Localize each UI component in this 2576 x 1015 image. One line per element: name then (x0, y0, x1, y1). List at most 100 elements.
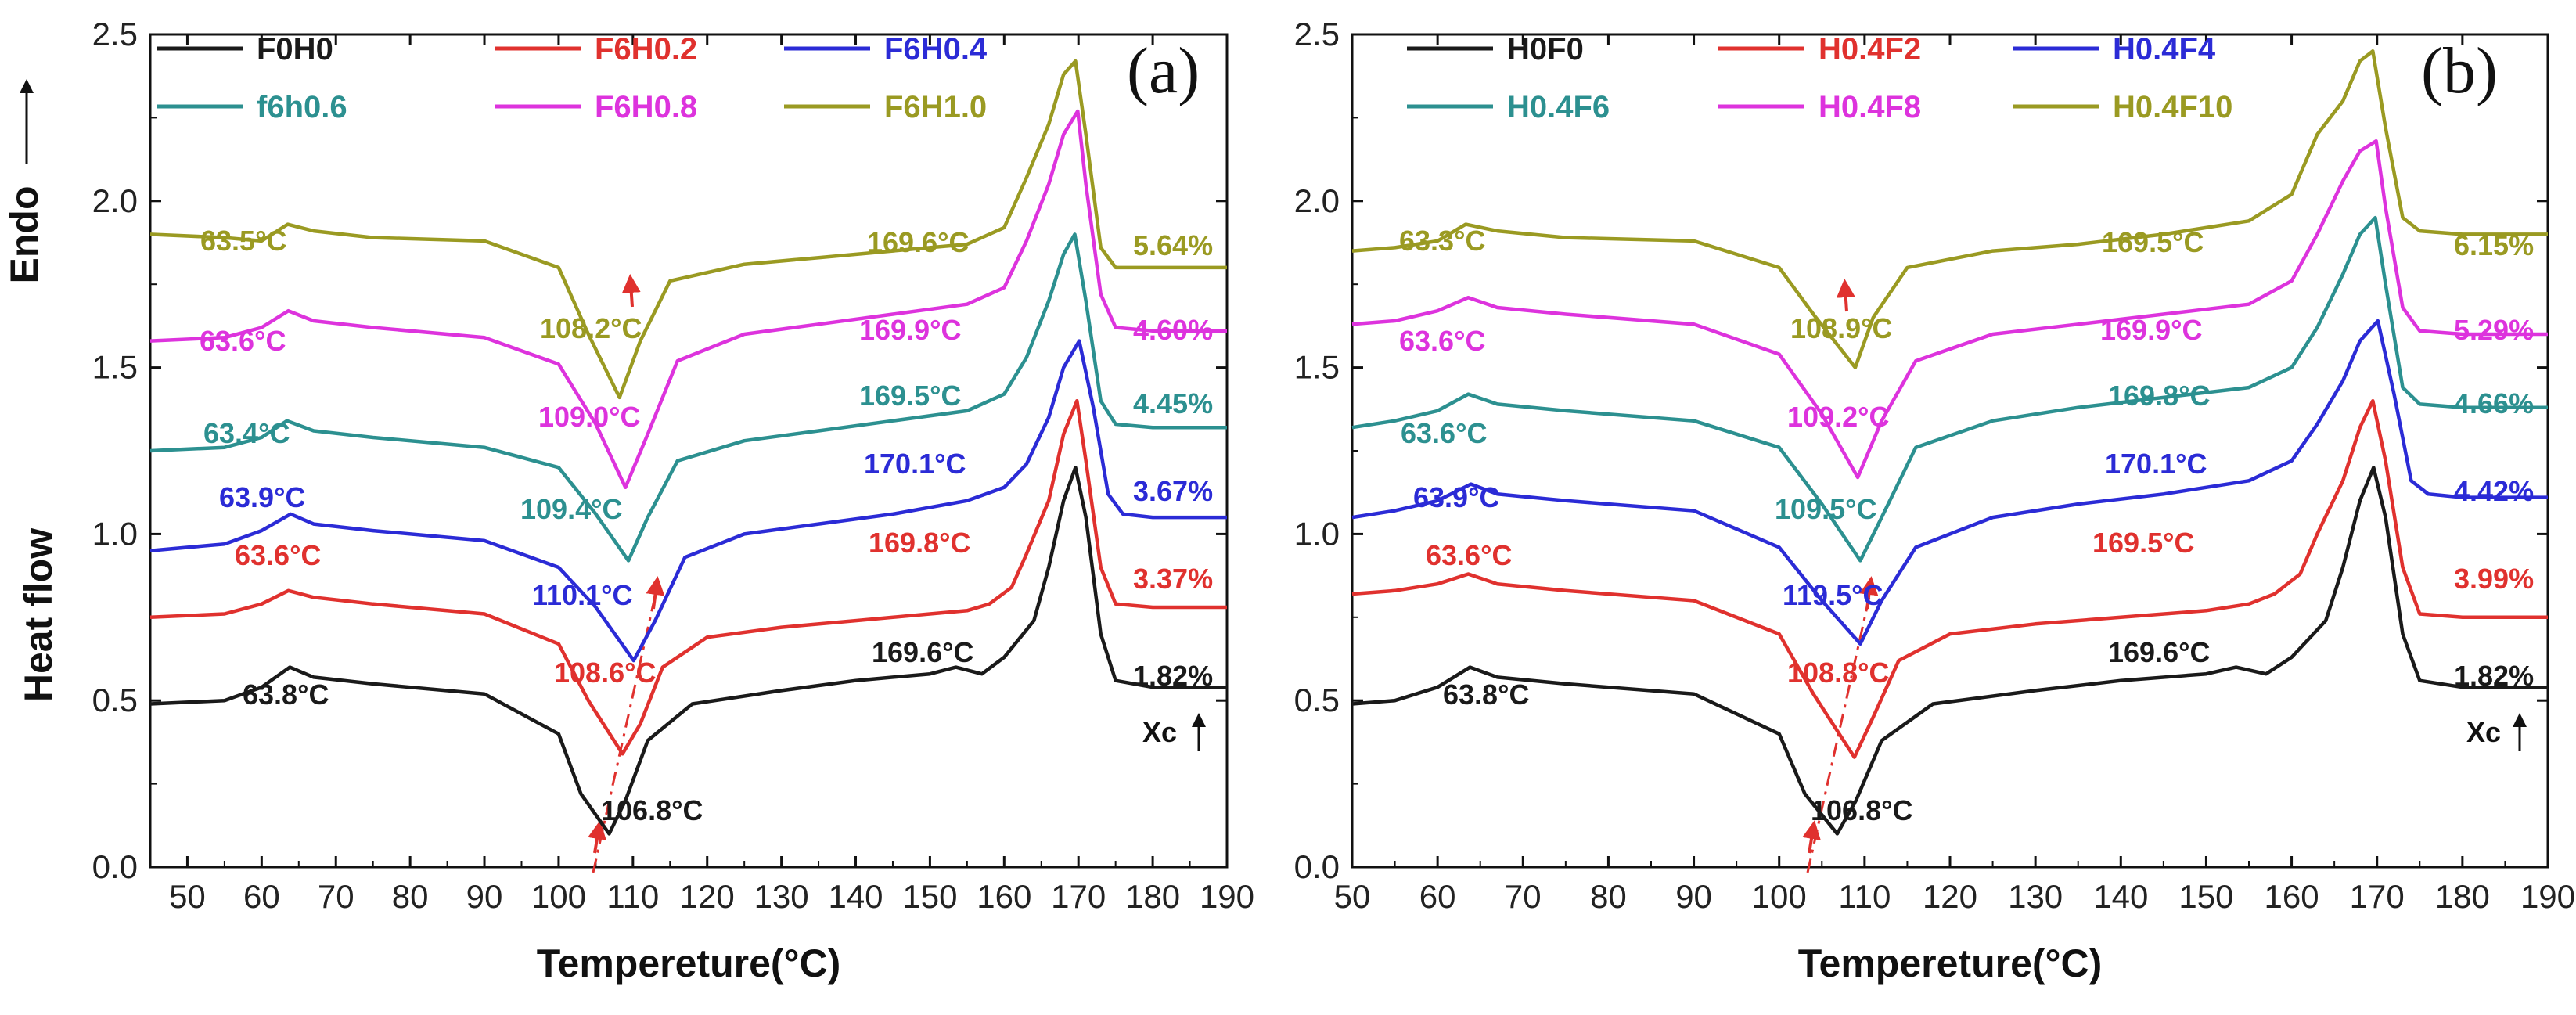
data-label-xc: 4.60% (1133, 314, 1213, 346)
data-label-cryst: 109.2°C (1787, 401, 1889, 433)
panel-a: 50 60 70 80 90 100 110 120 130 140 150 160 170 180 190… (2, 16, 1254, 985)
series-line-h0-4f2 (1351, 398, 2548, 759)
data-label-melt: 169.6°C (872, 636, 973, 668)
data-label-glass: 63.9°C (219, 481, 305, 513)
legend-label: H0F0 (1507, 32, 1584, 67)
x-tick-label: 90 (466, 878, 503, 915)
series-line-f6h0-2 (149, 398, 1227, 756)
data-label-glass: 63.5°C (200, 225, 286, 257)
data-label-melt: 169.5°C (859, 380, 961, 412)
legend-label: F6H0.8 (595, 90, 697, 124)
data-label-glass: 63.6°C (1401, 417, 1487, 449)
data-label-xc: 5.64% (1133, 229, 1213, 261)
x-tick-label: 100 (531, 878, 586, 915)
y-tick-label: 1.0 (1294, 515, 1340, 552)
y-axis-title: Heat flow (16, 528, 60, 702)
x-axis-title: Tempereture(°C) (1798, 941, 2103, 985)
x-tick-label: 160 (2265, 878, 2319, 915)
trend-arrow (1859, 576, 1879, 610)
x-tick-label: 150 (902, 878, 957, 915)
series-line-h0-4f4 (1351, 319, 2548, 646)
xc-label: Xc (1142, 716, 1177, 748)
data-label-cryst: 106.8°C (1811, 794, 1912, 826)
x-tick-label: 190 (1200, 878, 1254, 915)
x-tick-label: 70 (1505, 878, 1542, 915)
x-tick-label: 50 (169, 878, 206, 915)
legend-label: H0.4F8 (1819, 90, 1921, 124)
data-label-glass: 63.8°C (1443, 678, 1529, 711)
x-tick-label: 170 (2350, 878, 2405, 915)
y-tick-label: 1.5 (1294, 349, 1340, 386)
data-label-xc: 3.99% (2454, 563, 2534, 595)
legend-label: H0.4F4 (2113, 32, 2216, 67)
legend-label: f6h0.6 (257, 90, 347, 124)
x-tick-label: 150 (2178, 878, 2233, 915)
data-label-glass: 63.3°C (1399, 225, 1485, 257)
endo-label: Endo (2, 186, 46, 284)
data-label-glass: 63.8°C (243, 678, 329, 711)
legend-label: F0H0 (257, 32, 333, 67)
series-line-h0-4f8 (1351, 139, 2548, 480)
x-tick-label: 130 (2008, 878, 2063, 915)
series-line-f6h0-4 (149, 339, 1227, 663)
x-tick-label: 140 (2093, 878, 2148, 915)
data-label-cryst: 109.0°C (538, 401, 640, 433)
x-tick-label: 130 (754, 878, 809, 915)
data-label-glass: 63.6°C (1399, 325, 1485, 357)
data-label-cryst: 106.8°C (601, 794, 703, 826)
data-label-cryst: 108.8°C (1787, 657, 1889, 689)
data-label-cryst: 109.5°C (1775, 493, 1876, 525)
data-label-melt: 169.6°C (2108, 636, 2210, 668)
data-label-cryst: 119.5°C (1783, 579, 1883, 611)
x-tick-label: 90 (1675, 878, 1712, 915)
data-label-xc: 4.45% (1133, 387, 1213, 419)
data-label-melt: 169.9°C (2100, 314, 2202, 346)
y-tick-label: 2.0 (1294, 182, 1340, 219)
x-tick-label: 60 (1419, 878, 1456, 915)
trend-arrow (1802, 820, 1821, 854)
legend-label: F6H0.2 (595, 32, 697, 67)
data-label-glass: 63.6°C (235, 539, 321, 571)
x-tick-label: 120 (1923, 878, 1977, 915)
xc-label: Xc (2466, 716, 2501, 748)
data-label-xc: 4.42% (2454, 475, 2534, 507)
y-tick-label: 0.0 (92, 848, 138, 885)
series-line-f6h0-6 (149, 232, 1227, 563)
legend-label: H0.4F6 (1507, 90, 1610, 124)
series-line-f6h0-8 (149, 109, 1227, 490)
data-label-melt: 169.6°C (867, 226, 969, 258)
data-label-cryst: 108.6°C (554, 657, 656, 689)
data-label-xc: 1.82% (2454, 660, 2534, 692)
x-tick-label: 180 (2435, 878, 2490, 915)
x-tick-label: 110 (606, 878, 659, 915)
data-label-glass: 63.9°C (1413, 481, 1499, 513)
trend-dashed-line (1806, 592, 1872, 873)
data-label-melt: 170.1°C (2105, 448, 2207, 480)
data-label-xc: 3.37% (1133, 563, 1213, 595)
plot-frame (149, 33, 1229, 869)
x-tick-label: 180 (1125, 878, 1180, 915)
data-label-xc: 3.67% (1133, 475, 1213, 507)
x-tick-label: 160 (977, 878, 1031, 915)
data-label-cryst: 109.4°C (520, 493, 622, 525)
x-tick-label: 120 (680, 878, 735, 915)
x-axis-title: Tempereture(°C) (537, 941, 841, 985)
legend-label: H0.4F2 (1819, 32, 1921, 67)
data-label-xc: 5.29% (2454, 314, 2534, 346)
legend-label: F6H0.4 (884, 32, 988, 67)
x-tick-label: 190 (2520, 878, 2575, 915)
y-tick-label: 2.5 (92, 16, 138, 52)
data-label-xc: 1.82% (1133, 660, 1213, 692)
data-label-melt: 169.5°C (2092, 527, 2194, 559)
data-label-cryst: 108.2°C (540, 312, 642, 344)
data-label-glass: 63.4°C (203, 417, 290, 449)
x-tick-label: 50 (1334, 878, 1371, 915)
x-tick-label: 70 (318, 878, 354, 915)
y-tick-label: 1.5 (92, 349, 138, 386)
x-tick-label: 110 (1838, 878, 1891, 915)
legend-label: H0.4F10 (2113, 90, 2232, 124)
x-tick-label: 170 (1051, 878, 1106, 915)
data-label-xc: 6.15% (2454, 229, 2534, 261)
plot-frame (1351, 33, 2549, 869)
